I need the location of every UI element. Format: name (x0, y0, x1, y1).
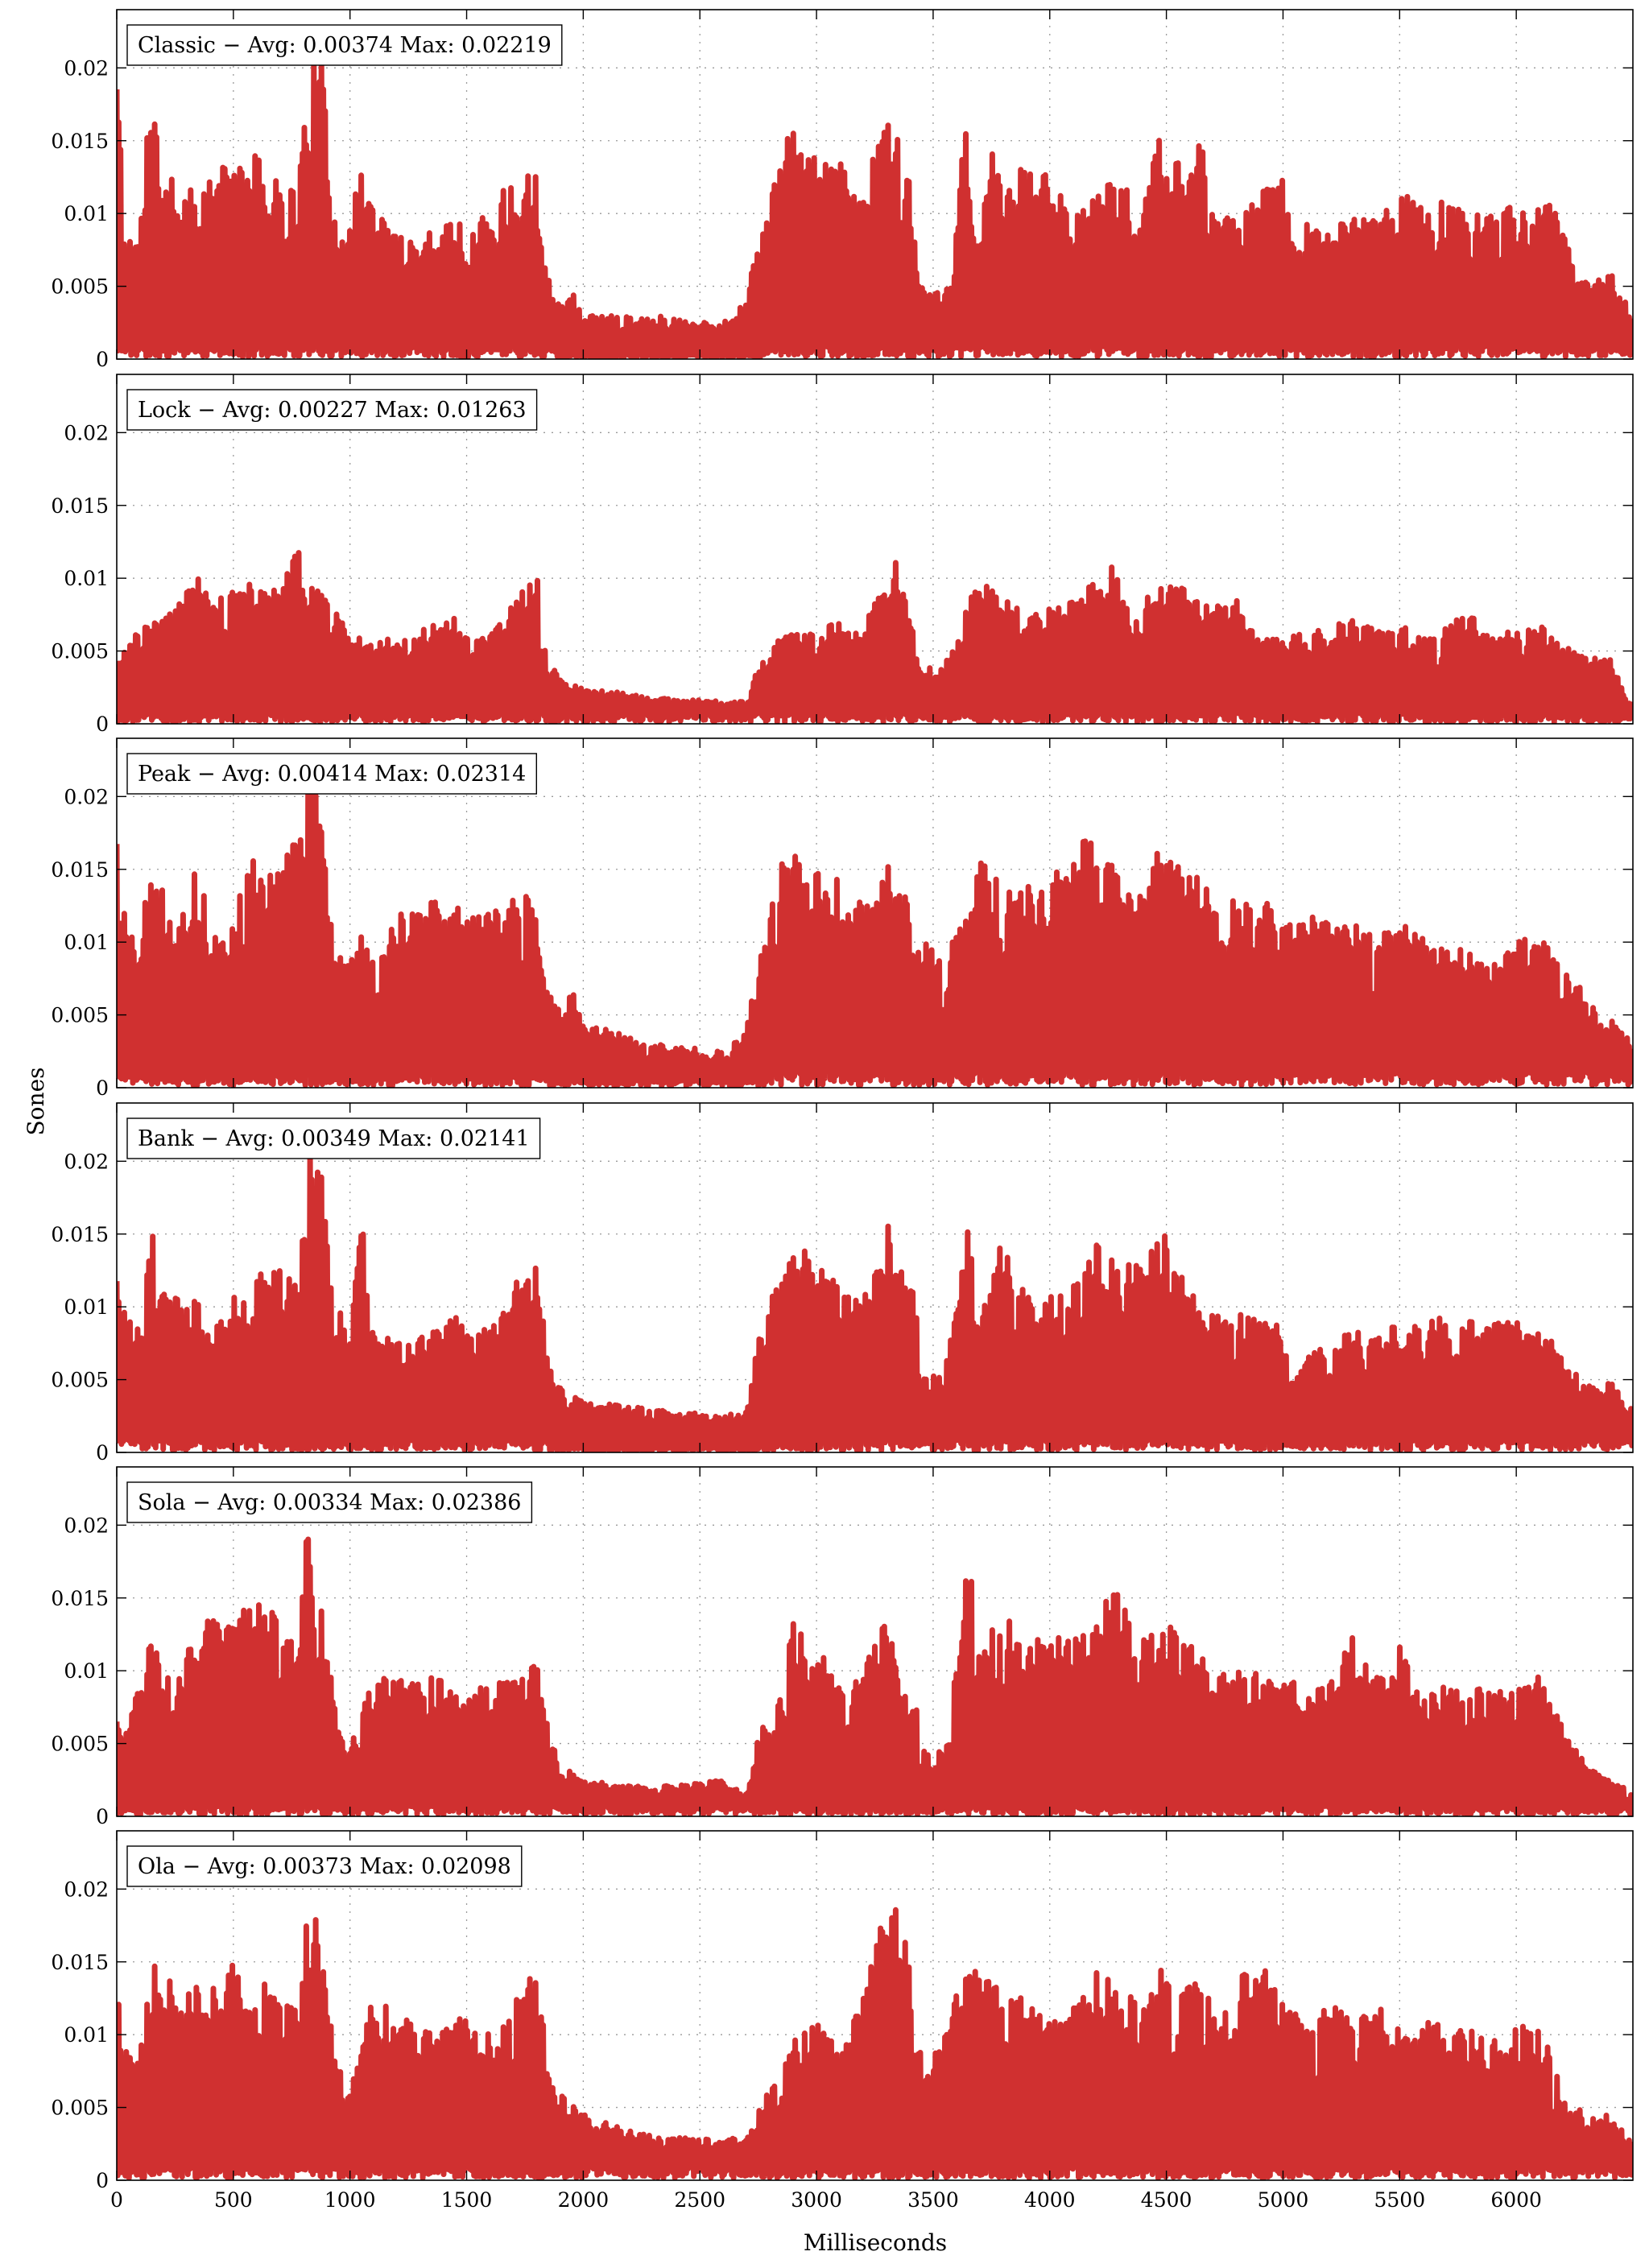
y-tick-label: 0.02 (64, 1878, 109, 1901)
y-tick-label: 0.01 (64, 202, 109, 225)
series-line-sola (117, 1536, 1633, 1816)
legend-box (126, 1117, 541, 1159)
x-tick-label: 500 (214, 2188, 253, 2212)
legend-label: Classic − Avg: 0.00374 Max: 0.02219 (138, 33, 552, 58)
legend-box (126, 1845, 523, 1887)
legend: Ola − Avg: 0.00373 Max: 0.02098 (126, 1845, 523, 1887)
y-tick-label: 0.01 (64, 2023, 109, 2047)
ticks: 0 0.005 0.01 0.015 0.02 (51, 374, 1633, 736)
y-tick-label: 0.005 (51, 1004, 109, 1027)
series-line-peak (117, 757, 1633, 1088)
legend-label: Lock − Avg: 0.00227 Max: 0.01263 (138, 398, 527, 423)
series-line-bank (117, 1155, 1633, 1452)
x-tick-label: 3500 (907, 2188, 959, 2212)
legend: Peak − Avg: 0.00414 Max: 0.02314 (126, 753, 537, 795)
y-tick-label: 0.005 (51, 2097, 109, 2120)
x-axis-label: Milliseconds (804, 2229, 947, 2256)
legend: Bank − Avg: 0.00349 Max: 0.02141 (126, 1117, 541, 1159)
legend-label: Ola − Avg: 0.00373 Max: 0.02098 (138, 1854, 511, 1879)
axes-frame (116, 1466, 1634, 1817)
legend-label: Sola − Avg: 0.00334 Max: 0.02386 (138, 1490, 521, 1515)
y-tick-label: 0.02 (64, 1514, 109, 1537)
y-tick-label: 0.005 (51, 1369, 109, 1392)
legend-label: Peak − Avg: 0.00414 Max: 0.02314 (138, 762, 526, 787)
y-tick-label: 0.015 (51, 494, 109, 518)
legend-box (126, 1481, 533, 1523)
axes-frame (116, 1830, 1634, 2181)
panel-ola: 0 0.005 0.01 0.015 0.02 0 500 1000 1500 2000 2500 3… (51, 1830, 1634, 2212)
y-tick-label: 0.02 (64, 56, 109, 80)
y-tick-label: 0 (96, 1805, 109, 1828)
legend: Lock − Avg: 0.00227 Max: 0.01263 (126, 389, 538, 431)
ticks: 0 0.005 0.01 0.015 0.02 (51, 738, 1633, 1100)
panel-sola: 0 0.005 0.01 0.015 0.02 Sola − Avg: 0.00334 M… (51, 1466, 1634, 1828)
x-tick-label: 4000 (1024, 2188, 1076, 2212)
y-tick-label: 0.015 (51, 1951, 109, 1974)
series-line-lock (117, 550, 1633, 724)
ticks: 0 0.005 0.01 0.015 0.02 (51, 1103, 1633, 1464)
panel-classic: 0 0.005 0.01 0.015 0.02 Classic − Avg: 0.0037… (51, 9, 1634, 371)
legend: Classic − Avg: 0.00374 Max: 0.02219 (126, 24, 563, 66)
series-line-ola (117, 1907, 1633, 2180)
ticks: 0 0.005 0.01 0.015 0.02 0 500 1000 1500 2000 2500 3… (51, 1831, 1633, 2212)
series-line-classic (117, 59, 1633, 359)
x-tick-label: 4500 (1141, 2188, 1192, 2212)
y-tick-label: 0.02 (64, 421, 109, 444)
axes-frame (116, 1102, 1634, 1453)
y-axis-label: Sones (23, 1067, 49, 1135)
x-tick-label: 3000 (791, 2188, 842, 2212)
x-tick-label: 5500 (1374, 2188, 1425, 2212)
x-tick-label: 0 (110, 2188, 123, 2212)
y-tick-label: 0 (96, 713, 109, 736)
chart-panels: 0 0.005 0.01 0.015 0.02 Classic − Avg: 0.0037… (51, 9, 1634, 2212)
y-tick-label: 0 (96, 2169, 109, 2192)
x-tick-label: 2500 (674, 2188, 725, 2212)
x-tick-label: 1000 (324, 2188, 376, 2212)
y-tick-label: 0 (96, 1441, 109, 1464)
ticks: 0 0.005 0.01 0.015 0.02 (51, 10, 1633, 371)
y-tick-label: 0.02 (64, 785, 109, 808)
axes-frame (116, 737, 1634, 1089)
y-tick-label: 0.015 (51, 1587, 109, 1610)
panel-bank: 0 0.005 0.01 0.015 0.02 Bank − Avg: 0.00349 M… (51, 1102, 1634, 1464)
y-tick-label: 0.01 (64, 1659, 109, 1683)
y-tick-label: 0.015 (51, 1223, 109, 1246)
legend-label: Bank − Avg: 0.00349 Max: 0.02141 (138, 1126, 530, 1151)
y-tick-label: 0.005 (51, 275, 109, 299)
y-tick-label: 0.005 (51, 640, 109, 663)
ticks: 0 0.005 0.01 0.015 0.02 (51, 1467, 1633, 1828)
y-tick-label: 0.01 (64, 931, 109, 954)
x-tick-label: 5000 (1258, 2188, 1309, 2212)
legend-box (126, 389, 538, 431)
panel-peak: 0 0.005 0.01 0.015 0.02 Peak − Avg: 0.00414 M… (51, 737, 1634, 1100)
x-tick-label: 1500 (441, 2188, 493, 2212)
legend-box (126, 753, 537, 795)
y-tick-label: 0.015 (51, 858, 109, 882)
panel-lock: 0 0.005 0.01 0.015 0.02 Lock − Avg: 0.00227 M… (51, 374, 1634, 736)
y-tick-label: 0.02 (64, 1150, 109, 1173)
legend-box (126, 24, 563, 66)
x-tick-label: 2000 (558, 2188, 610, 2212)
y-tick-label: 0 (96, 1076, 109, 1100)
y-tick-label: 0 (96, 348, 109, 371)
y-tick-label: 0.01 (64, 1295, 109, 1319)
axes-frame (116, 374, 1634, 725)
y-tick-label: 0.005 (51, 1733, 109, 1756)
y-tick-label: 0.01 (64, 567, 109, 590)
legend: Sola − Avg: 0.00334 Max: 0.02386 (126, 1481, 533, 1523)
axes-frame (116, 9, 1634, 360)
x-tick-label: 6000 (1490, 2188, 1542, 2212)
y-tick-label: 0.015 (51, 130, 109, 153)
